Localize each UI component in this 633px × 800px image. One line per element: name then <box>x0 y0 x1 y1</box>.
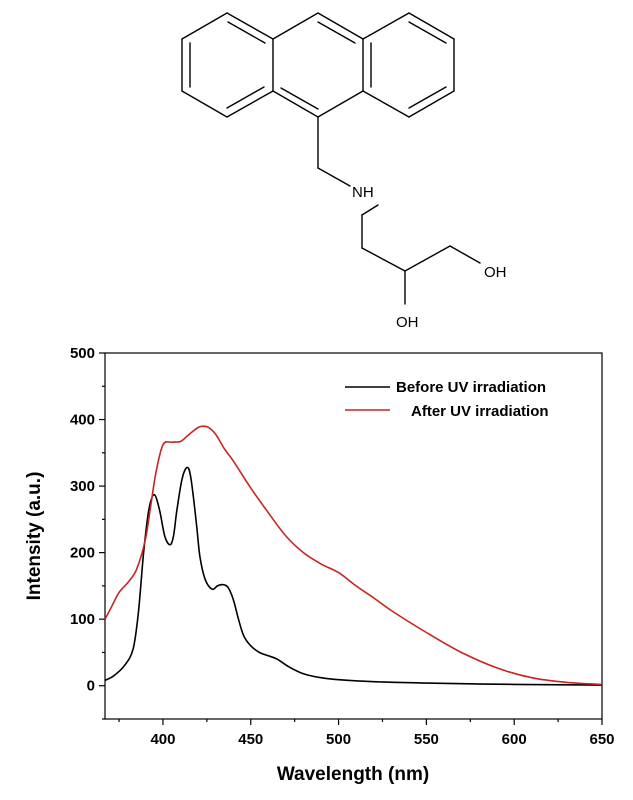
fluorescence-chart: 0 100 200 300 400 500 400 450 500 550 600 650 Befo… <box>24 345 615 785</box>
y-axis-ticks: 0 100 200 300 400 500 <box>70 345 105 720</box>
x-tick-label: 650 <box>589 731 614 748</box>
series-line-before-uv <box>104 466 603 686</box>
amine-label: NH <box>352 184 374 201</box>
hydroxyl-terminal-label: OH <box>484 264 507 281</box>
series-line-after-uv <box>104 425 603 686</box>
y-tick-label: 0 <box>87 678 95 695</box>
x-tick-label: 600 <box>502 731 527 748</box>
anthracene-ring-system <box>181 12 455 118</box>
plot-frame <box>104 352 603 720</box>
x-tick-label: 450 <box>238 731 263 748</box>
hydroxyl-secondary-label: OH <box>396 314 419 331</box>
chemical-structure: NH OH OH <box>181 12 507 331</box>
y-axis-title: Intensity (a.u.) <box>24 472 45 601</box>
x-tick-label: 550 <box>414 731 439 748</box>
series-layer <box>104 425 603 686</box>
y-tick-label: 200 <box>70 545 95 562</box>
x-axis-ticks: 400 450 500 550 600 650 <box>118 719 615 748</box>
legend-label-after: After UV irradiation <box>411 403 549 420</box>
y-tick-label: 400 <box>70 412 95 429</box>
x-tick-label: 400 <box>150 731 175 748</box>
legend-label-before: Before UV irradiation <box>396 379 546 396</box>
x-axis-title: Wavelength (nm) <box>277 764 429 785</box>
y-tick-label: 500 <box>70 345 95 362</box>
y-tick-label: 300 <box>70 478 95 495</box>
side-chain <box>317 116 481 305</box>
y-tick-label: 100 <box>70 611 95 628</box>
legend: Before UV irradiation After UV irradiati… <box>345 379 549 420</box>
x-tick-label: 500 <box>326 731 351 748</box>
